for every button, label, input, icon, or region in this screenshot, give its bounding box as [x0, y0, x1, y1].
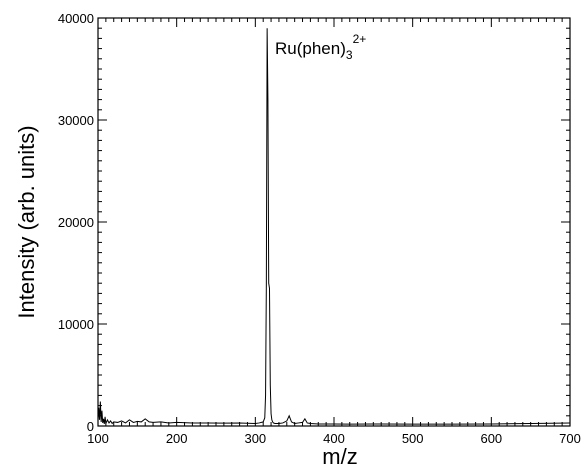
peak-annotation: Ru(phen)32+ [275, 32, 366, 62]
y-tick-label: 20000 [58, 215, 94, 230]
y-tick-label: 10000 [58, 317, 94, 332]
x-tick-label: 200 [166, 431, 188, 446]
y-tick-label: 40000 [58, 11, 94, 26]
x-tick-labels: 100 200 300 400 500 600 700 [87, 431, 581, 446]
y-tick-label: 30000 [58, 113, 94, 128]
x-tick-label: 600 [480, 431, 502, 446]
y-tick-labels: 0 10000 20000 30000 40000 [58, 11, 94, 434]
y-tick-label: 0 [87, 419, 94, 434]
x-tick-label: 700 [559, 431, 581, 446]
axis-ticks [97, 17, 571, 427]
x-tick-label: 500 [402, 431, 424, 446]
x-axis-title: m/z [322, 444, 357, 469]
x-tick-label: 400 [323, 431, 345, 446]
x-tick-label: 100 [87, 431, 109, 446]
series-line-spectrum [97, 28, 571, 426]
x-tick-label: 300 [244, 431, 266, 446]
y-axis-title: Intensity (arb. units) [14, 125, 39, 318]
plot-frame [97, 17, 571, 427]
